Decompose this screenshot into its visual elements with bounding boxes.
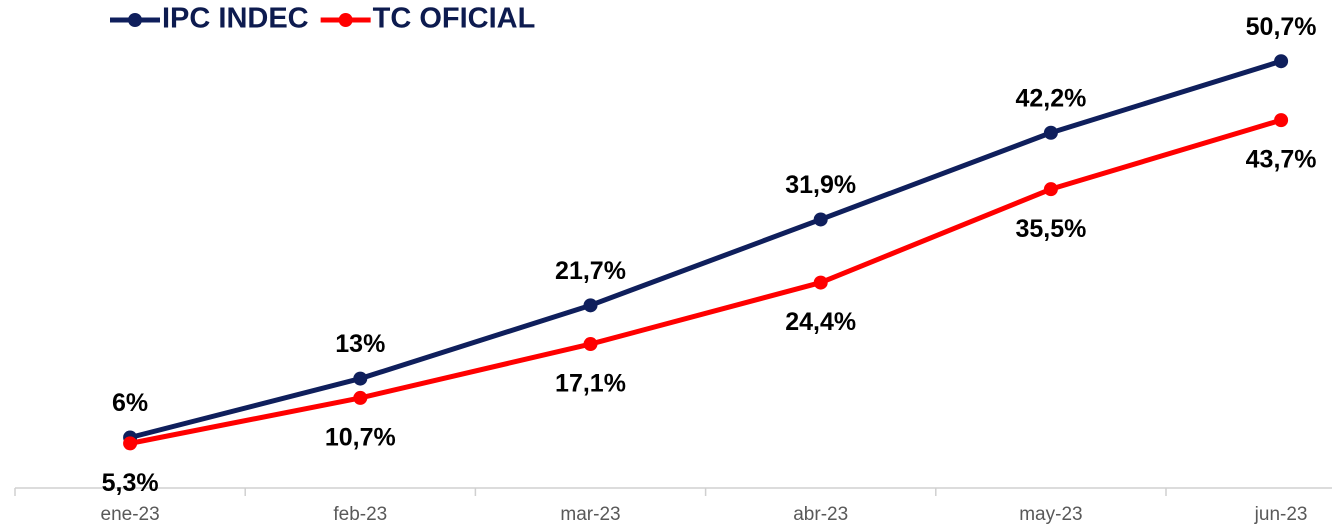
x-tick-label: jun-23 <box>1254 504 1308 525</box>
data-point <box>813 275 828 290</box>
data-point <box>1043 125 1058 140</box>
data-label: 5,3% <box>102 469 159 497</box>
data-label: 31,9% <box>785 171 856 199</box>
series-line <box>129 117 1282 446</box>
legend-label: IPC INDEC <box>162 3 309 35</box>
data-point <box>583 337 598 352</box>
legend-marker <box>338 13 353 27</box>
data-label: 35,5% <box>1015 215 1086 243</box>
x-tick-label: may-23 <box>1019 504 1082 525</box>
data-point <box>353 371 368 386</box>
data-point <box>1043 182 1058 197</box>
data-label: 21,7% <box>555 257 626 285</box>
data-point <box>1274 113 1289 128</box>
data-label: 42,2% <box>1015 84 1086 112</box>
data-point <box>353 390 368 405</box>
x-tick-label: abr-23 <box>793 504 848 525</box>
data-label: 24,4% <box>785 308 856 336</box>
x-tick-label: mar-23 <box>560 504 620 525</box>
x-tick-label: feb-23 <box>333 504 387 525</box>
data-label: 50,7% <box>1246 13 1317 41</box>
data-point <box>1274 54 1289 69</box>
series-line <box>129 58 1282 440</box>
data-label: 6% <box>112 389 148 417</box>
data-label: 43,7% <box>1246 146 1317 174</box>
x-tick-label: ene-23 <box>101 504 160 525</box>
data-point <box>583 298 598 313</box>
data-label: 13% <box>335 330 385 358</box>
legend-label: TC OFICIAL <box>373 3 536 35</box>
legend-marker <box>128 13 142 27</box>
data-point <box>123 436 138 451</box>
data-label: 17,1% <box>555 370 626 398</box>
data-label: 10,7% <box>325 424 396 452</box>
data-point <box>813 212 828 227</box>
